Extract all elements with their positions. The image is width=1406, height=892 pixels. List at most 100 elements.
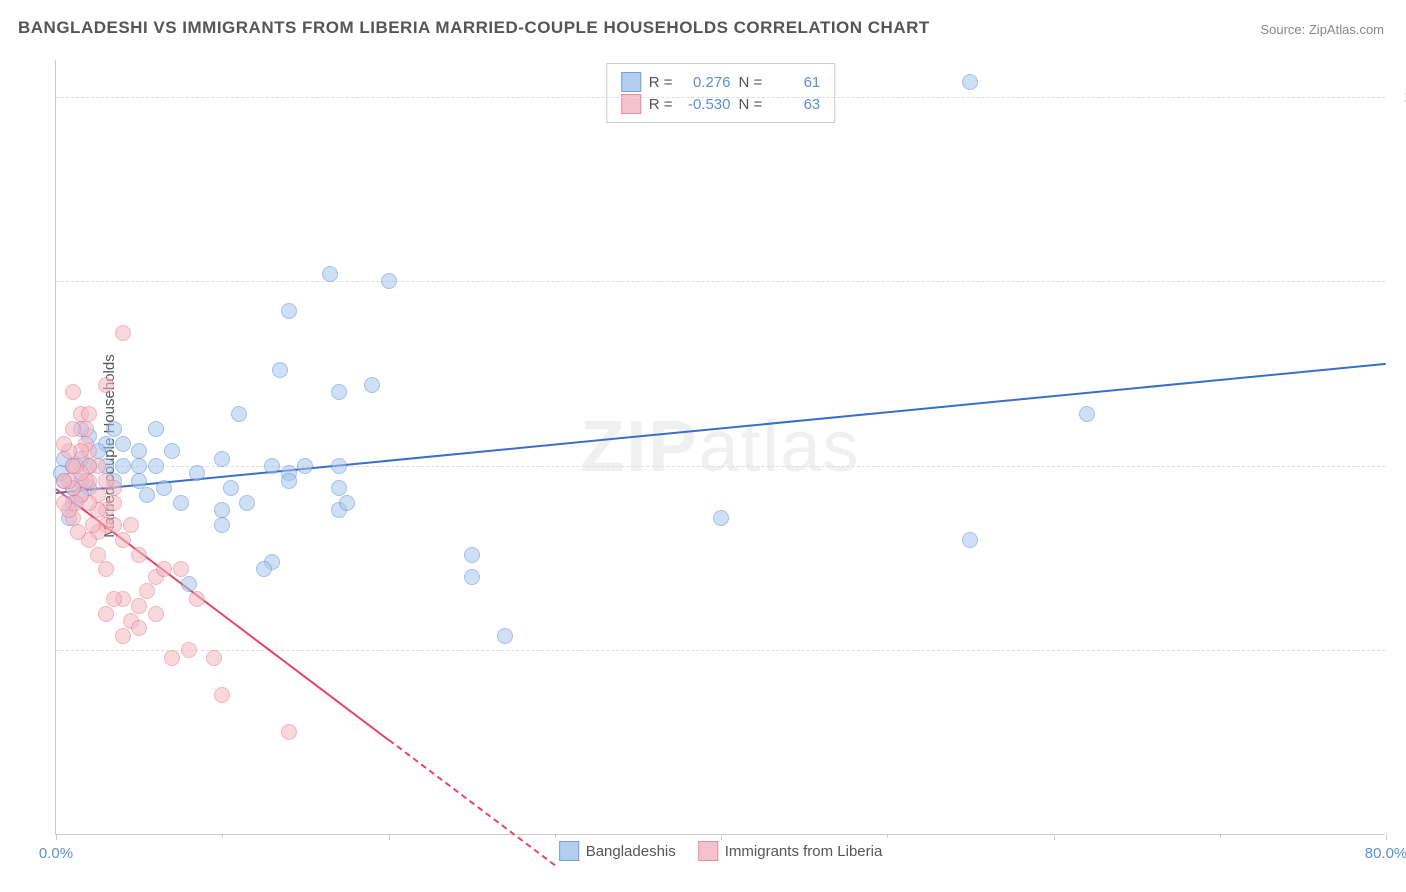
data-point xyxy=(123,517,139,533)
data-point xyxy=(156,480,172,496)
r-value-1: 0.276 xyxy=(681,74,731,91)
data-point xyxy=(464,547,480,563)
data-point xyxy=(98,473,114,489)
x-tick xyxy=(1054,834,1055,840)
data-point xyxy=(115,458,131,474)
y-tick-label: 50.0% xyxy=(1395,457,1406,474)
data-point xyxy=(256,561,272,577)
data-point xyxy=(65,384,81,400)
swatch-icon xyxy=(559,841,579,861)
data-point xyxy=(962,74,978,90)
data-point xyxy=(148,458,164,474)
correlation-legend: R = 0.276 N = 61 R = -0.530 N = 63 xyxy=(606,63,836,123)
data-point xyxy=(497,628,513,644)
data-point xyxy=(464,569,480,585)
data-point xyxy=(181,642,197,658)
x-tick-label: 0.0% xyxy=(39,845,73,862)
data-point xyxy=(131,620,147,636)
data-point xyxy=(131,598,147,614)
n-value-2: 63 xyxy=(770,96,820,113)
data-point xyxy=(98,606,114,622)
source-label: Source: ZipAtlas.com xyxy=(1260,22,1384,37)
data-point xyxy=(281,473,297,489)
data-point xyxy=(106,591,122,607)
swatch-series-1 xyxy=(621,72,641,92)
n-value-1: 61 xyxy=(770,74,820,91)
data-point xyxy=(206,650,222,666)
data-point xyxy=(164,650,180,666)
x-minor-tick xyxy=(555,834,556,838)
x-minor-tick xyxy=(887,834,888,838)
data-point xyxy=(214,517,230,533)
y-tick-label: 25.0% xyxy=(1395,642,1406,659)
data-point xyxy=(70,524,86,540)
data-point xyxy=(81,406,97,422)
x-tick xyxy=(1386,834,1387,840)
data-point xyxy=(281,724,297,740)
data-point xyxy=(131,443,147,459)
data-point xyxy=(139,487,155,503)
data-point xyxy=(98,377,114,393)
legend-item-2: Immigrants from Liberia xyxy=(698,841,883,861)
data-point xyxy=(272,362,288,378)
data-point xyxy=(189,591,205,607)
data-point xyxy=(56,495,72,511)
data-point xyxy=(106,421,122,437)
data-point xyxy=(173,495,189,511)
data-point xyxy=(1079,406,1095,422)
trend-line xyxy=(388,739,555,866)
data-point xyxy=(131,458,147,474)
data-point xyxy=(214,502,230,518)
data-point xyxy=(214,687,230,703)
data-point xyxy=(962,532,978,548)
data-point xyxy=(281,303,297,319)
data-point xyxy=(297,458,313,474)
chart-title: BANGLADESHI VS IMMIGRANTS FROM LIBERIA M… xyxy=(18,18,930,38)
grid-line xyxy=(56,466,1385,467)
data-point xyxy=(115,628,131,644)
y-tick-label: 75.0% xyxy=(1395,273,1406,290)
data-point xyxy=(156,561,172,577)
data-point xyxy=(56,436,72,452)
data-point xyxy=(173,561,189,577)
data-point xyxy=(181,576,197,592)
legend-item-1: Bangladeshis xyxy=(559,841,676,861)
series-legend: Bangladeshis Immigrants from Liberia xyxy=(559,841,883,861)
data-point xyxy=(115,436,131,452)
data-point xyxy=(164,443,180,459)
data-point xyxy=(148,606,164,622)
data-point xyxy=(331,458,347,474)
data-point xyxy=(364,377,380,393)
x-tick xyxy=(56,834,57,840)
data-point xyxy=(231,406,247,422)
r-value-2: -0.530 xyxy=(681,96,731,113)
data-point xyxy=(322,266,338,282)
grid-line xyxy=(56,281,1385,282)
data-point xyxy=(85,517,101,533)
data-point xyxy=(65,458,81,474)
data-point xyxy=(139,583,155,599)
data-point xyxy=(339,495,355,511)
data-point xyxy=(56,473,72,489)
legend-row-series-1: R = 0.276 N = 61 xyxy=(621,72,821,92)
grid-line xyxy=(56,97,1385,98)
data-point xyxy=(131,547,147,563)
x-tick-label: 80.0% xyxy=(1365,845,1406,862)
trend-line xyxy=(56,363,1386,494)
data-point xyxy=(223,480,239,496)
data-point xyxy=(115,325,131,341)
x-tick xyxy=(721,834,722,840)
x-minor-tick xyxy=(222,834,223,838)
data-point xyxy=(331,480,347,496)
data-point xyxy=(189,465,205,481)
data-point xyxy=(381,273,397,289)
x-minor-tick xyxy=(1220,834,1221,838)
data-point xyxy=(115,532,131,548)
data-point xyxy=(65,421,81,437)
data-point xyxy=(90,547,106,563)
grid-line xyxy=(56,650,1385,651)
y-tick-label: 100.0% xyxy=(1395,88,1406,105)
swatch-icon xyxy=(698,841,718,861)
data-point xyxy=(131,473,147,489)
data-point xyxy=(98,561,114,577)
